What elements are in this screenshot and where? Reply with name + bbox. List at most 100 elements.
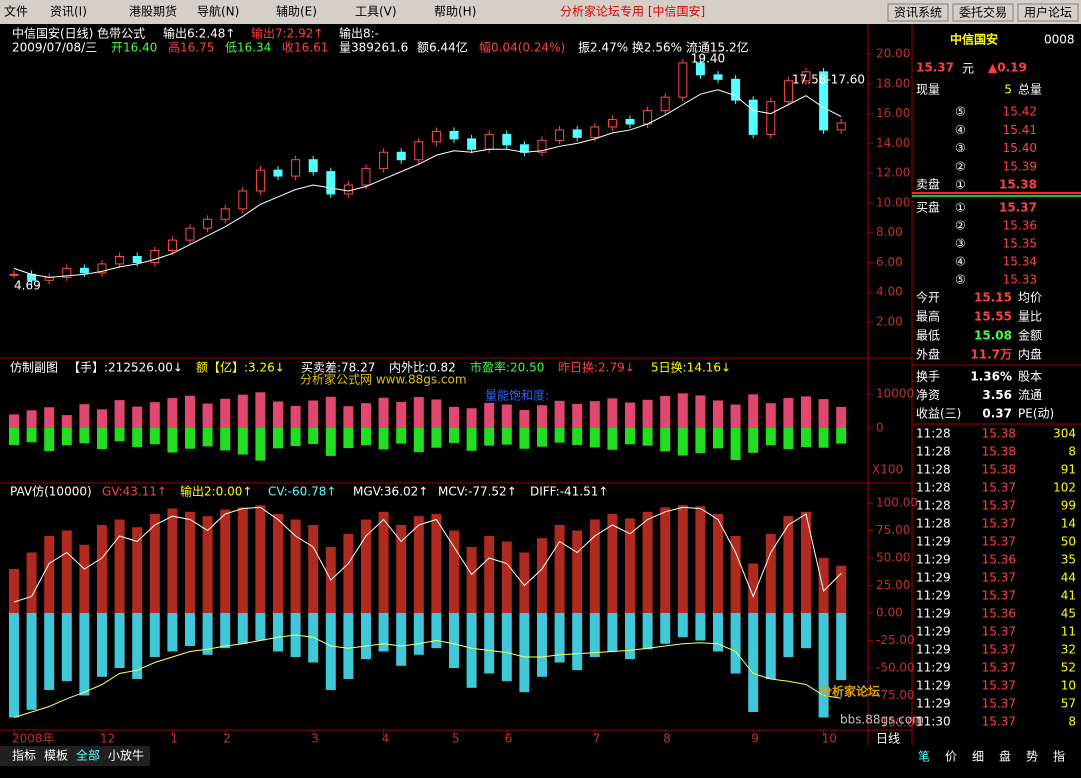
button-label[interactable]: 委托交易 (959, 5, 1007, 20)
pav-bar (466, 613, 477, 688)
trade-time: 11:29 (916, 589, 951, 603)
annotation: 17.58-17.60 (792, 73, 865, 87)
pav-bar (79, 544, 90, 613)
button-label[interactable]: 用户论坛 (1024, 5, 1072, 20)
pav-bar (290, 519, 301, 613)
stock-name: 中信国安 (950, 32, 998, 47)
pav-bar (554, 525, 565, 613)
volume-bar (801, 396, 811, 428)
candle (220, 208, 230, 220)
trade-volume: 304 (1053, 427, 1076, 441)
volume-bar (431, 399, 442, 428)
pav-bar (396, 525, 407, 613)
button-label[interactable]: 资讯系统 (894, 6, 942, 20)
pav-bar (713, 514, 723, 613)
level: ⑤ (955, 273, 966, 287)
tab[interactable]: 全部 (76, 748, 100, 763)
volume-bar (325, 428, 336, 456)
tab[interactable]: 指 (1053, 749, 1065, 764)
tab[interactable]: 盘 (999, 749, 1011, 764)
pav-bar (167, 613, 178, 652)
stat-value: 15.55 (974, 310, 1012, 324)
tab[interactable]: 模板 (44, 749, 68, 763)
y-tick-label: 25.00 (876, 578, 910, 592)
pav-bar (237, 613, 248, 644)
y-tick-label: 100.00 (876, 496, 918, 510)
trade-volume: 102 (1053, 481, 1076, 495)
indicator-label: 买卖差:78.27 (301, 361, 375, 375)
label: 卖盘 (916, 177, 940, 192)
tab[interactable]: 价 (945, 750, 957, 764)
trade-volume: 45 (1061, 607, 1076, 621)
tab[interactable]: 细 (972, 750, 984, 764)
pav-bar (255, 505, 266, 613)
y-tick-label: 4.00 (876, 285, 903, 299)
menu-item[interactable]: 导航(N) (197, 4, 239, 19)
trade-price: 15.38 (982, 463, 1016, 477)
menu-item[interactable]: 资讯(I) (50, 5, 87, 19)
menu-item[interactable]: 工具(V) (355, 5, 397, 19)
y-tick-label: 14.00 (876, 136, 910, 150)
indicator-label: 幅0.04(0.24%) (479, 40, 565, 55)
candle (836, 122, 846, 131)
menu-item[interactable]: 港股期货 (129, 4, 177, 19)
trade-volume: 35 (1061, 553, 1076, 567)
button[interactable] (887, 3, 949, 22)
pav-bar (273, 514, 283, 613)
pav-bar (572, 530, 583, 613)
y-tick-label: 16.00 (876, 106, 910, 120)
tab[interactable]: 势 (1026, 750, 1038, 764)
trade-time: 11:29 (916, 625, 951, 639)
y-tick-label: -50.00 (876, 661, 915, 675)
tab[interactable]: 指标 (12, 748, 36, 763)
pav-bar (501, 541, 512, 613)
pav-bar (255, 613, 266, 641)
stat-label: 最高 (916, 309, 940, 324)
y-tick-label: -100.00 (876, 716, 922, 730)
pav-bar (202, 613, 213, 655)
volume-bar (607, 398, 618, 428)
label: 现量 (916, 83, 940, 97)
pav-bar (801, 511, 811, 613)
trade-price: 15.37 (982, 625, 1016, 639)
candle (766, 101, 776, 135)
indicator-label: 输出6:2.48↑ (163, 26, 235, 41)
volume-bar (554, 428, 565, 443)
trade-volume: 8 (1068, 445, 1076, 459)
stat-value: 3.56 (982, 388, 1012, 402)
volume-bar (290, 428, 301, 447)
volume-bar (361, 428, 371, 446)
pav-bar (748, 613, 759, 712)
pav-bar (114, 519, 125, 613)
pav-bar (607, 613, 618, 652)
pav-bar (361, 613, 371, 660)
volume-bar (343, 406, 354, 428)
menu-item[interactable]: 文件 (4, 4, 28, 19)
watermark: 分析家公式网 www.88gs.com (300, 372, 467, 387)
tab[interactable]: 小放牛 (108, 748, 144, 763)
volume-bar (554, 400, 565, 428)
candle (115, 255, 125, 265)
tab[interactable]: 笔 (918, 749, 930, 764)
button[interactable] (1017, 3, 1079, 22)
indicator-label: 昨日换:2.79↓ (558, 361, 635, 375)
candle (783, 80, 793, 103)
annotation: 4.69 (14, 279, 41, 293)
trade-volume: 32 (1061, 643, 1076, 657)
x-tick-label: 6 (505, 732, 513, 746)
volume-bar (572, 403, 583, 428)
stat-label: 金额 (1018, 328, 1042, 343)
volume-bar (202, 428, 213, 447)
menu-item[interactable]: 辅助(E) (276, 5, 317, 19)
trade-volume: 57 (1061, 697, 1076, 711)
x-tick-label: 12 (100, 732, 115, 746)
volume-bar (660, 396, 671, 428)
menu-item[interactable]: 帮助(H) (434, 5, 476, 19)
volume-bar (713, 400, 723, 428)
volume-bar (44, 407, 55, 428)
button[interactable] (952, 3, 1014, 22)
candle (731, 78, 741, 101)
volume-bar (290, 405, 301, 428)
trade-time: 11:29 (916, 607, 951, 621)
pav-bar (660, 507, 671, 613)
